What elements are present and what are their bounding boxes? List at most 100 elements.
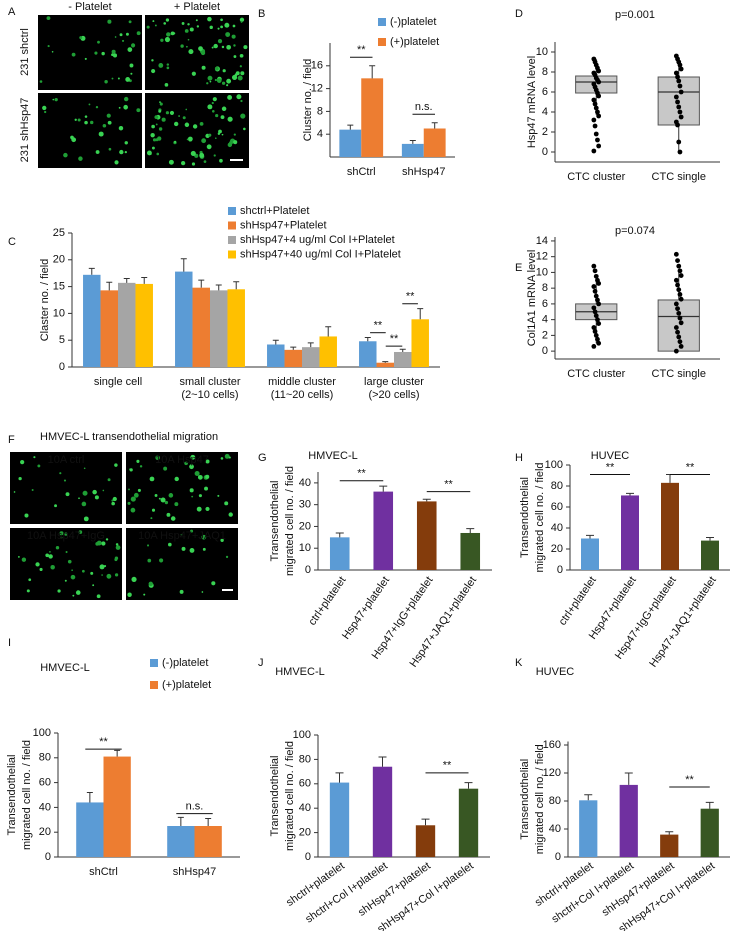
cell: [174, 476, 179, 482]
cell: [164, 500, 169, 505]
cell: [233, 55, 237, 58]
cell: [33, 456, 36, 459]
legend-swatch: [228, 250, 236, 259]
x-tick-label: shHsp47+platelet: [356, 860, 433, 919]
cell: [101, 574, 103, 576]
error-bar: [364, 337, 371, 342]
data-point: [676, 334, 682, 340]
y-tick-label: 8: [542, 282, 548, 294]
cell: [112, 53, 118, 58]
cell: [227, 116, 233, 122]
bar: [416, 501, 437, 570]
error-bar: [584, 794, 593, 801]
cell: [207, 104, 213, 110]
cell: [124, 96, 129, 102]
cell: [233, 44, 236, 47]
y-tick-label: 25: [53, 227, 65, 239]
y-tick-label: 80: [39, 752, 51, 764]
cell: [106, 573, 112, 579]
x-tick-label: shCtrl: [347, 166, 376, 178]
cell: [149, 476, 155, 482]
cell: [59, 472, 62, 475]
error-bar: [464, 782, 473, 789]
cell: [114, 558, 118, 562]
cell: [112, 496, 117, 502]
cell: [236, 94, 242, 100]
data-point: [676, 139, 682, 145]
data-point: [593, 131, 599, 137]
cell: [192, 124, 198, 129]
cell: [207, 16, 212, 22]
cell: [240, 99, 243, 103]
cell: [221, 106, 227, 112]
cell: [146, 25, 150, 29]
cell: [209, 25, 213, 30]
cell: [226, 44, 232, 50]
x-tick-label: single cell: [94, 376, 142, 388]
bar: [167, 826, 195, 857]
cell: [139, 465, 143, 468]
y-tick-label: 20: [299, 520, 311, 532]
cell: [125, 77, 131, 82]
cell: [125, 32, 129, 36]
y-tick-label: 0: [59, 361, 65, 373]
legend-swatch: [228, 236, 236, 244]
cell: [78, 156, 83, 161]
micrograph: [10, 528, 122, 600]
x-tick-label: Hsp47+platelet: [340, 575, 392, 642]
cell: [79, 36, 83, 40]
cell: [78, 497, 80, 500]
y-tick-label: 40: [299, 802, 311, 814]
cell: [151, 69, 156, 74]
bar: [83, 274, 101, 367]
cell: [184, 122, 190, 128]
cell: [214, 66, 219, 71]
data-point: [673, 251, 679, 257]
y-axis-label: migrated cell no. / field: [284, 741, 296, 851]
cell: [213, 43, 218, 49]
data-point: [675, 122, 680, 128]
cell: [102, 123, 107, 128]
data-point: [595, 137, 600, 143]
cell: [188, 49, 194, 55]
bar: [581, 538, 599, 570]
cell: [216, 78, 222, 83]
bar: [401, 143, 424, 157]
y-tick-label: 80: [551, 480, 563, 492]
cell: [96, 540, 102, 546]
error-bar: [106, 281, 113, 291]
cell: [243, 45, 248, 50]
cell: [191, 495, 194, 498]
panel-letter: A: [8, 6, 16, 18]
cell: [136, 459, 140, 463]
data-point: [675, 282, 680, 288]
cell: [94, 495, 99, 500]
cell: [169, 110, 175, 116]
cell: [102, 489, 105, 492]
micrograph: [10, 452, 122, 524]
cell: [118, 125, 124, 131]
legend-label: shctrl+Platelet: [240, 205, 309, 217]
legend-label: shHsp47+40 ug/ml Col I+Platelet: [240, 248, 401, 260]
data-point: [678, 273, 684, 278]
cell: [63, 152, 68, 158]
cell: [119, 149, 124, 155]
bar: [359, 341, 377, 367]
cell: [179, 589, 184, 594]
y-tick-label: 12: [536, 251, 548, 263]
cell: [81, 569, 85, 573]
cell: [240, 71, 245, 76]
error-bar: [399, 348, 406, 352]
bar: [619, 784, 638, 857]
cell: [232, 24, 236, 28]
cell: [174, 502, 179, 507]
cell: [45, 553, 50, 558]
cell: [143, 593, 146, 596]
cell: [181, 161, 186, 166]
cell: [173, 121, 179, 127]
panel-letter: J: [258, 657, 264, 669]
data-point: [596, 93, 602, 99]
cell: [123, 104, 128, 110]
cell: [83, 467, 86, 470]
micrograph: [126, 452, 238, 524]
